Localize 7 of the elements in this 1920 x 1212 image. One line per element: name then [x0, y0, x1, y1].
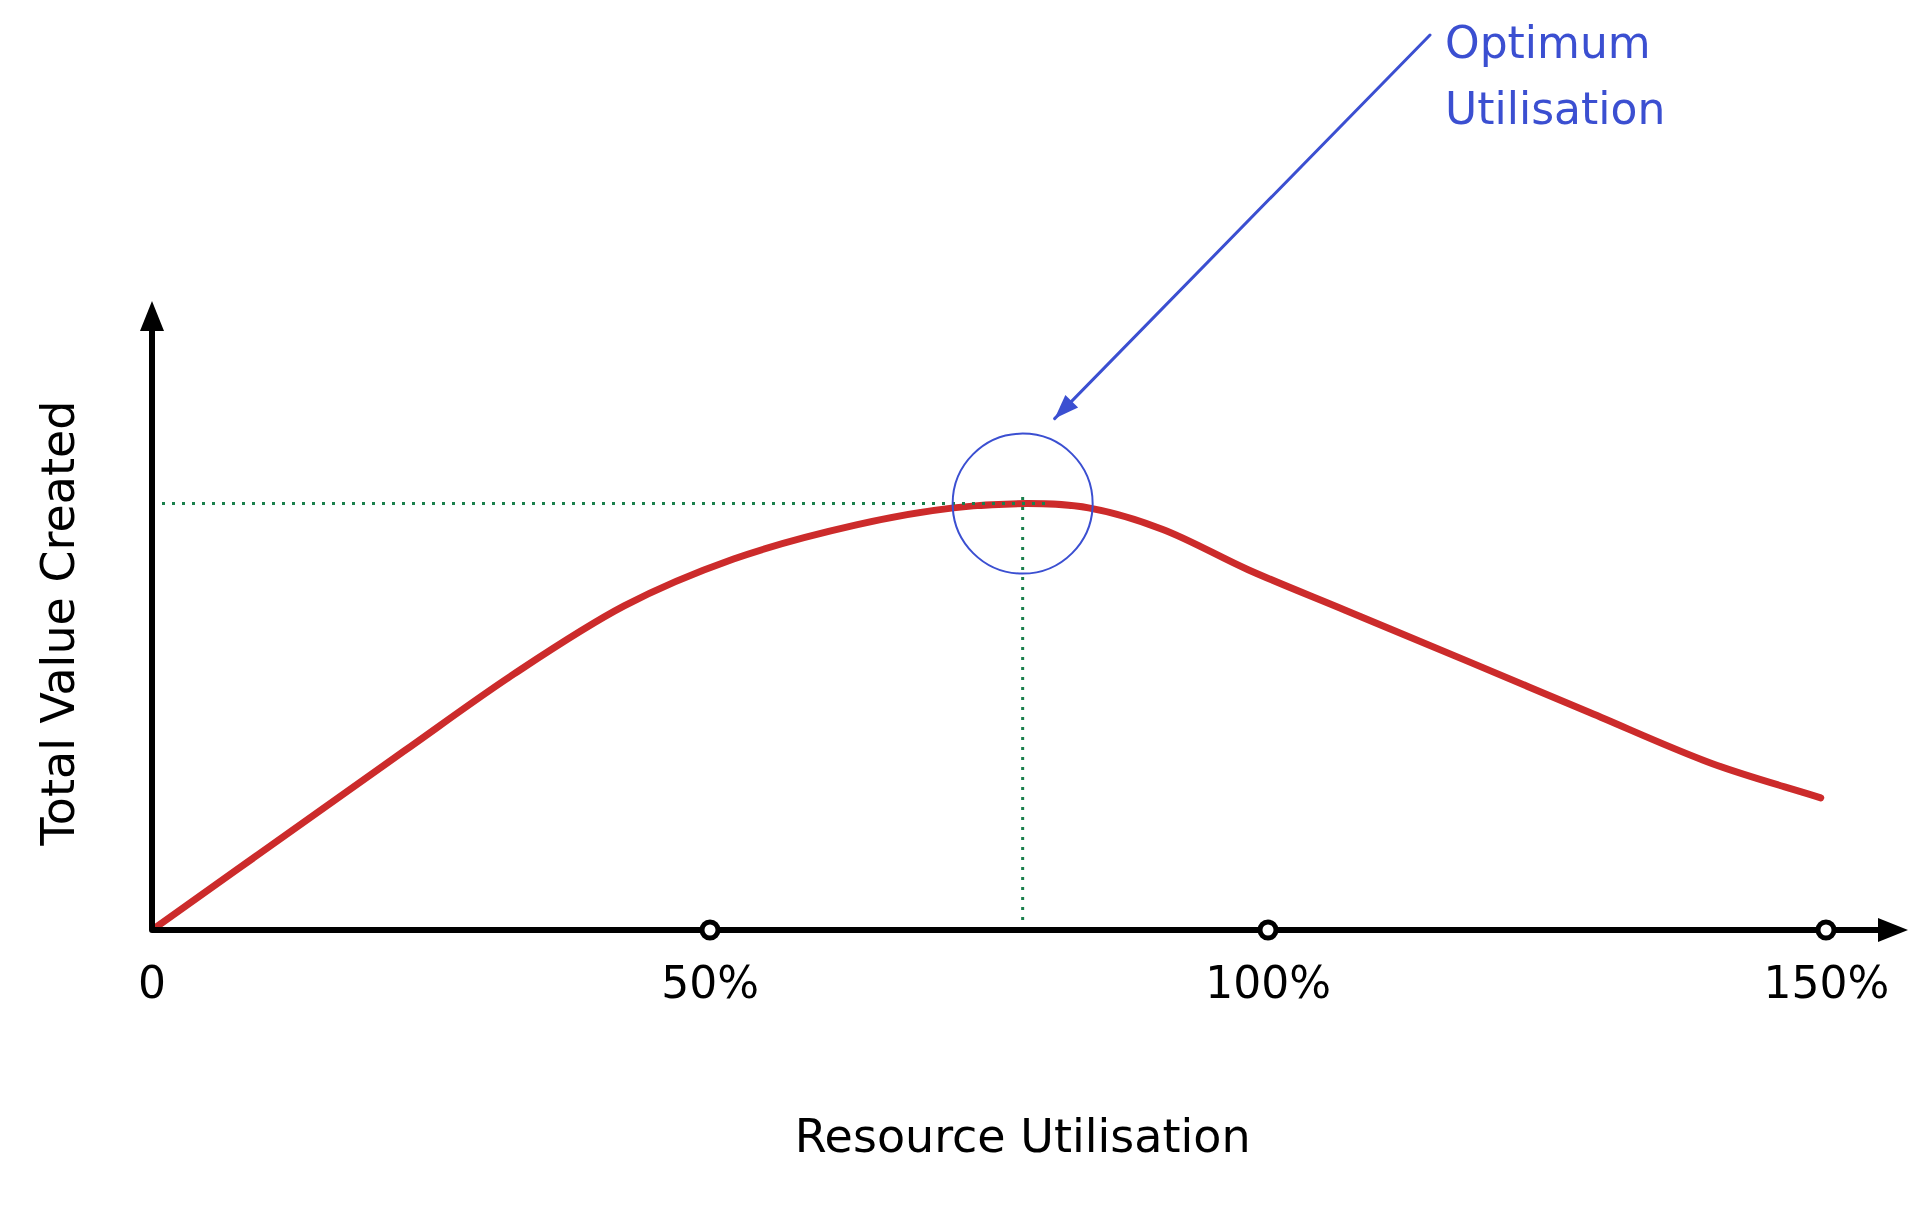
x-axis-title: Resource Utilisation	[794, 1109, 1251, 1164]
x-tick-label: 100%	[1205, 956, 1332, 1008]
x-tick-label: 150%	[1763, 956, 1890, 1008]
x-tick-label: 50%	[661, 956, 760, 1008]
text: Optimum Utilisation	[1445, 17, 1666, 135]
y-axis-title: Total Value Created	[30, 400, 85, 847]
x-tick-label: 0	[138, 956, 166, 1008]
